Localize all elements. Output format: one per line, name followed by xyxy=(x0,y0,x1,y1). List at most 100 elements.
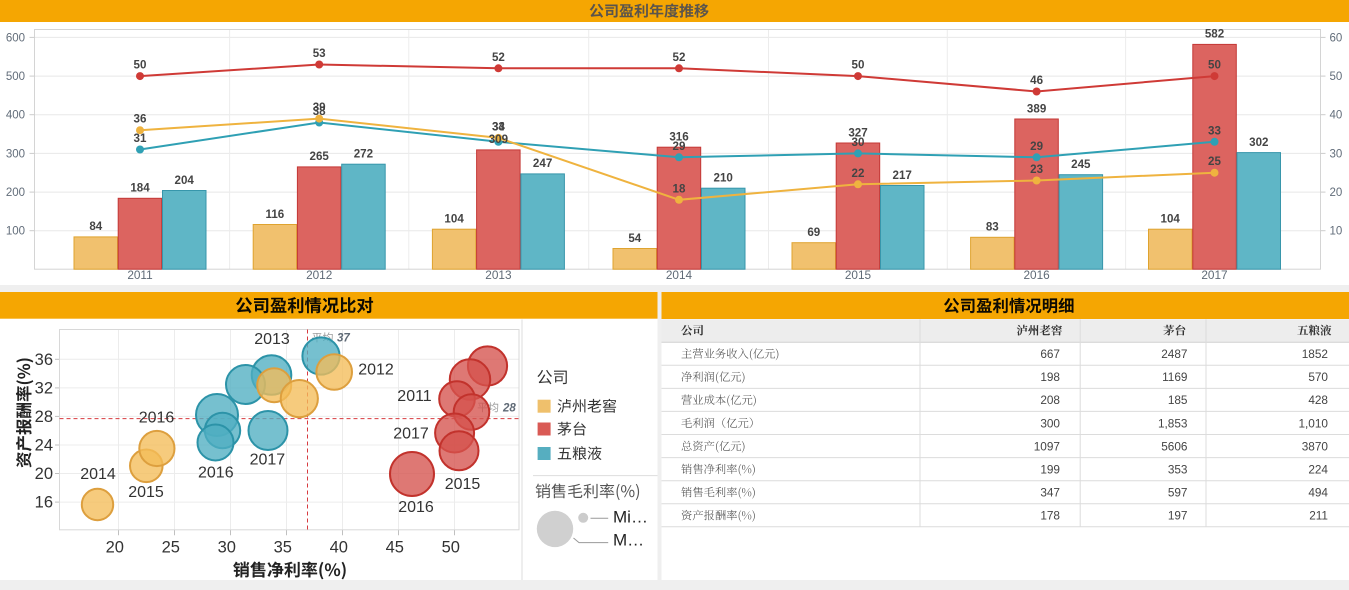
svg-text:40: 40 xyxy=(330,539,348,557)
svg-text:25: 25 xyxy=(1208,155,1221,168)
svg-text:38: 38 xyxy=(313,105,326,118)
svg-text:45: 45 xyxy=(386,539,404,557)
svg-text:28: 28 xyxy=(35,408,53,426)
svg-text:20: 20 xyxy=(1330,187,1343,199)
svg-text:2012: 2012 xyxy=(306,268,332,282)
svg-text:217: 217 xyxy=(893,169,912,182)
svg-text:199: 199 xyxy=(1040,462,1060,476)
svg-text:247: 247 xyxy=(533,157,552,170)
svg-text:2016: 2016 xyxy=(398,499,434,516)
svg-text:29: 29 xyxy=(1030,140,1043,153)
svg-text:2014: 2014 xyxy=(80,466,116,483)
svg-text:204: 204 xyxy=(175,174,195,187)
svg-text:37: 37 xyxy=(337,333,350,345)
svg-text:2016: 2016 xyxy=(1023,268,1050,282)
svg-text:300: 300 xyxy=(1040,416,1060,430)
svg-text:272: 272 xyxy=(354,148,373,161)
svg-text:23: 23 xyxy=(1030,163,1043,176)
svg-text:2017: 2017 xyxy=(1201,268,1227,282)
svg-text:2013: 2013 xyxy=(485,268,512,282)
svg-text:104: 104 xyxy=(444,213,464,226)
svg-text:184: 184 xyxy=(130,182,150,195)
svg-text:210: 210 xyxy=(714,172,733,185)
svg-text:36: 36 xyxy=(134,113,147,126)
svg-text:36: 36 xyxy=(35,351,53,369)
svg-text:60: 60 xyxy=(1330,32,1343,44)
svg-text:30: 30 xyxy=(218,539,236,557)
svg-text:39: 39 xyxy=(313,101,326,114)
svg-text:600: 600 xyxy=(6,32,25,44)
svg-text:31: 31 xyxy=(134,132,147,145)
svg-text:29: 29 xyxy=(673,140,686,153)
svg-text:5606: 5606 xyxy=(1161,439,1188,453)
svg-text:2015: 2015 xyxy=(445,476,481,493)
svg-text:185: 185 xyxy=(1168,393,1188,407)
svg-text:35: 35 xyxy=(274,539,292,557)
svg-text:33: 33 xyxy=(1208,124,1221,137)
svg-text:2011: 2011 xyxy=(397,388,432,405)
svg-text:200: 200 xyxy=(6,187,25,199)
svg-text:2013: 2013 xyxy=(254,331,290,348)
svg-text:597: 597 xyxy=(1168,486,1188,500)
svg-text:2017: 2017 xyxy=(250,452,286,469)
svg-text:20: 20 xyxy=(35,465,53,483)
svg-text:22: 22 xyxy=(852,167,865,180)
svg-text:24: 24 xyxy=(35,437,53,455)
svg-text:34: 34 xyxy=(492,120,505,133)
svg-text:40: 40 xyxy=(1330,110,1343,122)
svg-text:104: 104 xyxy=(1161,213,1181,226)
svg-text:M…: M… xyxy=(613,531,644,550)
svg-text:211: 211 xyxy=(1309,509,1328,523)
svg-text:1852: 1852 xyxy=(1302,347,1328,361)
svg-text:52: 52 xyxy=(492,51,505,64)
svg-text:100: 100 xyxy=(6,226,25,238)
svg-text:28: 28 xyxy=(502,402,516,414)
svg-text:3870: 3870 xyxy=(1302,439,1329,453)
svg-text:300: 300 xyxy=(6,148,25,160)
svg-text:50: 50 xyxy=(442,539,460,557)
svg-text:16: 16 xyxy=(35,494,53,512)
svg-text:30: 30 xyxy=(852,136,865,149)
svg-text:83: 83 xyxy=(986,221,999,234)
svg-text:197: 197 xyxy=(1168,509,1188,523)
svg-text:570: 570 xyxy=(1308,370,1328,384)
svg-text:327: 327 xyxy=(848,126,867,139)
svg-text:178: 178 xyxy=(1040,509,1060,523)
svg-text:33: 33 xyxy=(492,120,505,133)
svg-text:302: 302 xyxy=(1249,136,1268,149)
svg-text:2015: 2015 xyxy=(845,268,872,282)
svg-text:116: 116 xyxy=(266,208,285,221)
svg-text:353: 353 xyxy=(1168,462,1188,476)
svg-text:54: 54 xyxy=(628,232,641,245)
svg-text:494: 494 xyxy=(1308,486,1328,500)
svg-text:667: 667 xyxy=(1040,347,1060,361)
svg-text:2487: 2487 xyxy=(1161,347,1187,361)
svg-text:32: 32 xyxy=(35,379,53,397)
svg-text:50: 50 xyxy=(1330,71,1343,83)
svg-text:18: 18 xyxy=(673,182,686,195)
svg-text:2016: 2016 xyxy=(198,465,234,482)
svg-text:30: 30 xyxy=(1330,148,1343,160)
svg-text:245: 245 xyxy=(1071,158,1091,171)
svg-text:428: 428 xyxy=(1308,393,1328,407)
svg-text:265: 265 xyxy=(310,150,330,163)
svg-text:389: 389 xyxy=(1027,102,1047,115)
svg-text:10: 10 xyxy=(1330,226,1343,238)
svg-text:2012: 2012 xyxy=(358,362,394,379)
svg-text:347: 347 xyxy=(1040,486,1060,500)
svg-text:1,853: 1,853 xyxy=(1158,416,1188,430)
svg-text:2015: 2015 xyxy=(128,484,164,501)
svg-text:53: 53 xyxy=(313,47,326,60)
svg-text:52: 52 xyxy=(673,51,686,64)
svg-text:20: 20 xyxy=(106,539,124,557)
svg-text:1169: 1169 xyxy=(1162,370,1187,384)
svg-text:50: 50 xyxy=(134,59,147,72)
svg-text:2016: 2016 xyxy=(139,410,175,427)
svg-text:224: 224 xyxy=(1308,462,1328,476)
svg-text:309: 309 xyxy=(489,133,509,146)
svg-text:2014: 2014 xyxy=(666,268,693,282)
svg-text:198: 198 xyxy=(1040,370,1060,384)
svg-text:50: 50 xyxy=(1208,59,1221,72)
svg-text:208: 208 xyxy=(1040,393,1060,407)
svg-text:2017: 2017 xyxy=(393,426,429,443)
